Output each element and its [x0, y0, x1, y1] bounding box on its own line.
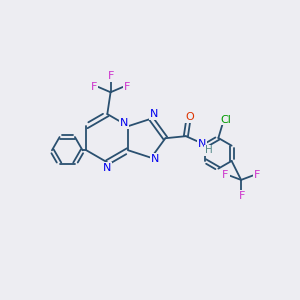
Text: H: H: [205, 146, 212, 155]
Text: O: O: [185, 112, 194, 122]
Text: N: N: [151, 154, 159, 164]
Text: N: N: [150, 109, 158, 119]
Text: F: F: [254, 170, 260, 181]
Text: F: F: [124, 82, 130, 92]
Text: F: F: [91, 82, 98, 92]
Text: Cl: Cl: [220, 115, 231, 124]
Text: F: F: [107, 71, 114, 81]
Text: F: F: [222, 170, 229, 181]
Text: N: N: [120, 118, 129, 128]
Text: N: N: [103, 163, 112, 173]
Text: N: N: [198, 139, 206, 149]
Text: F: F: [238, 191, 245, 201]
